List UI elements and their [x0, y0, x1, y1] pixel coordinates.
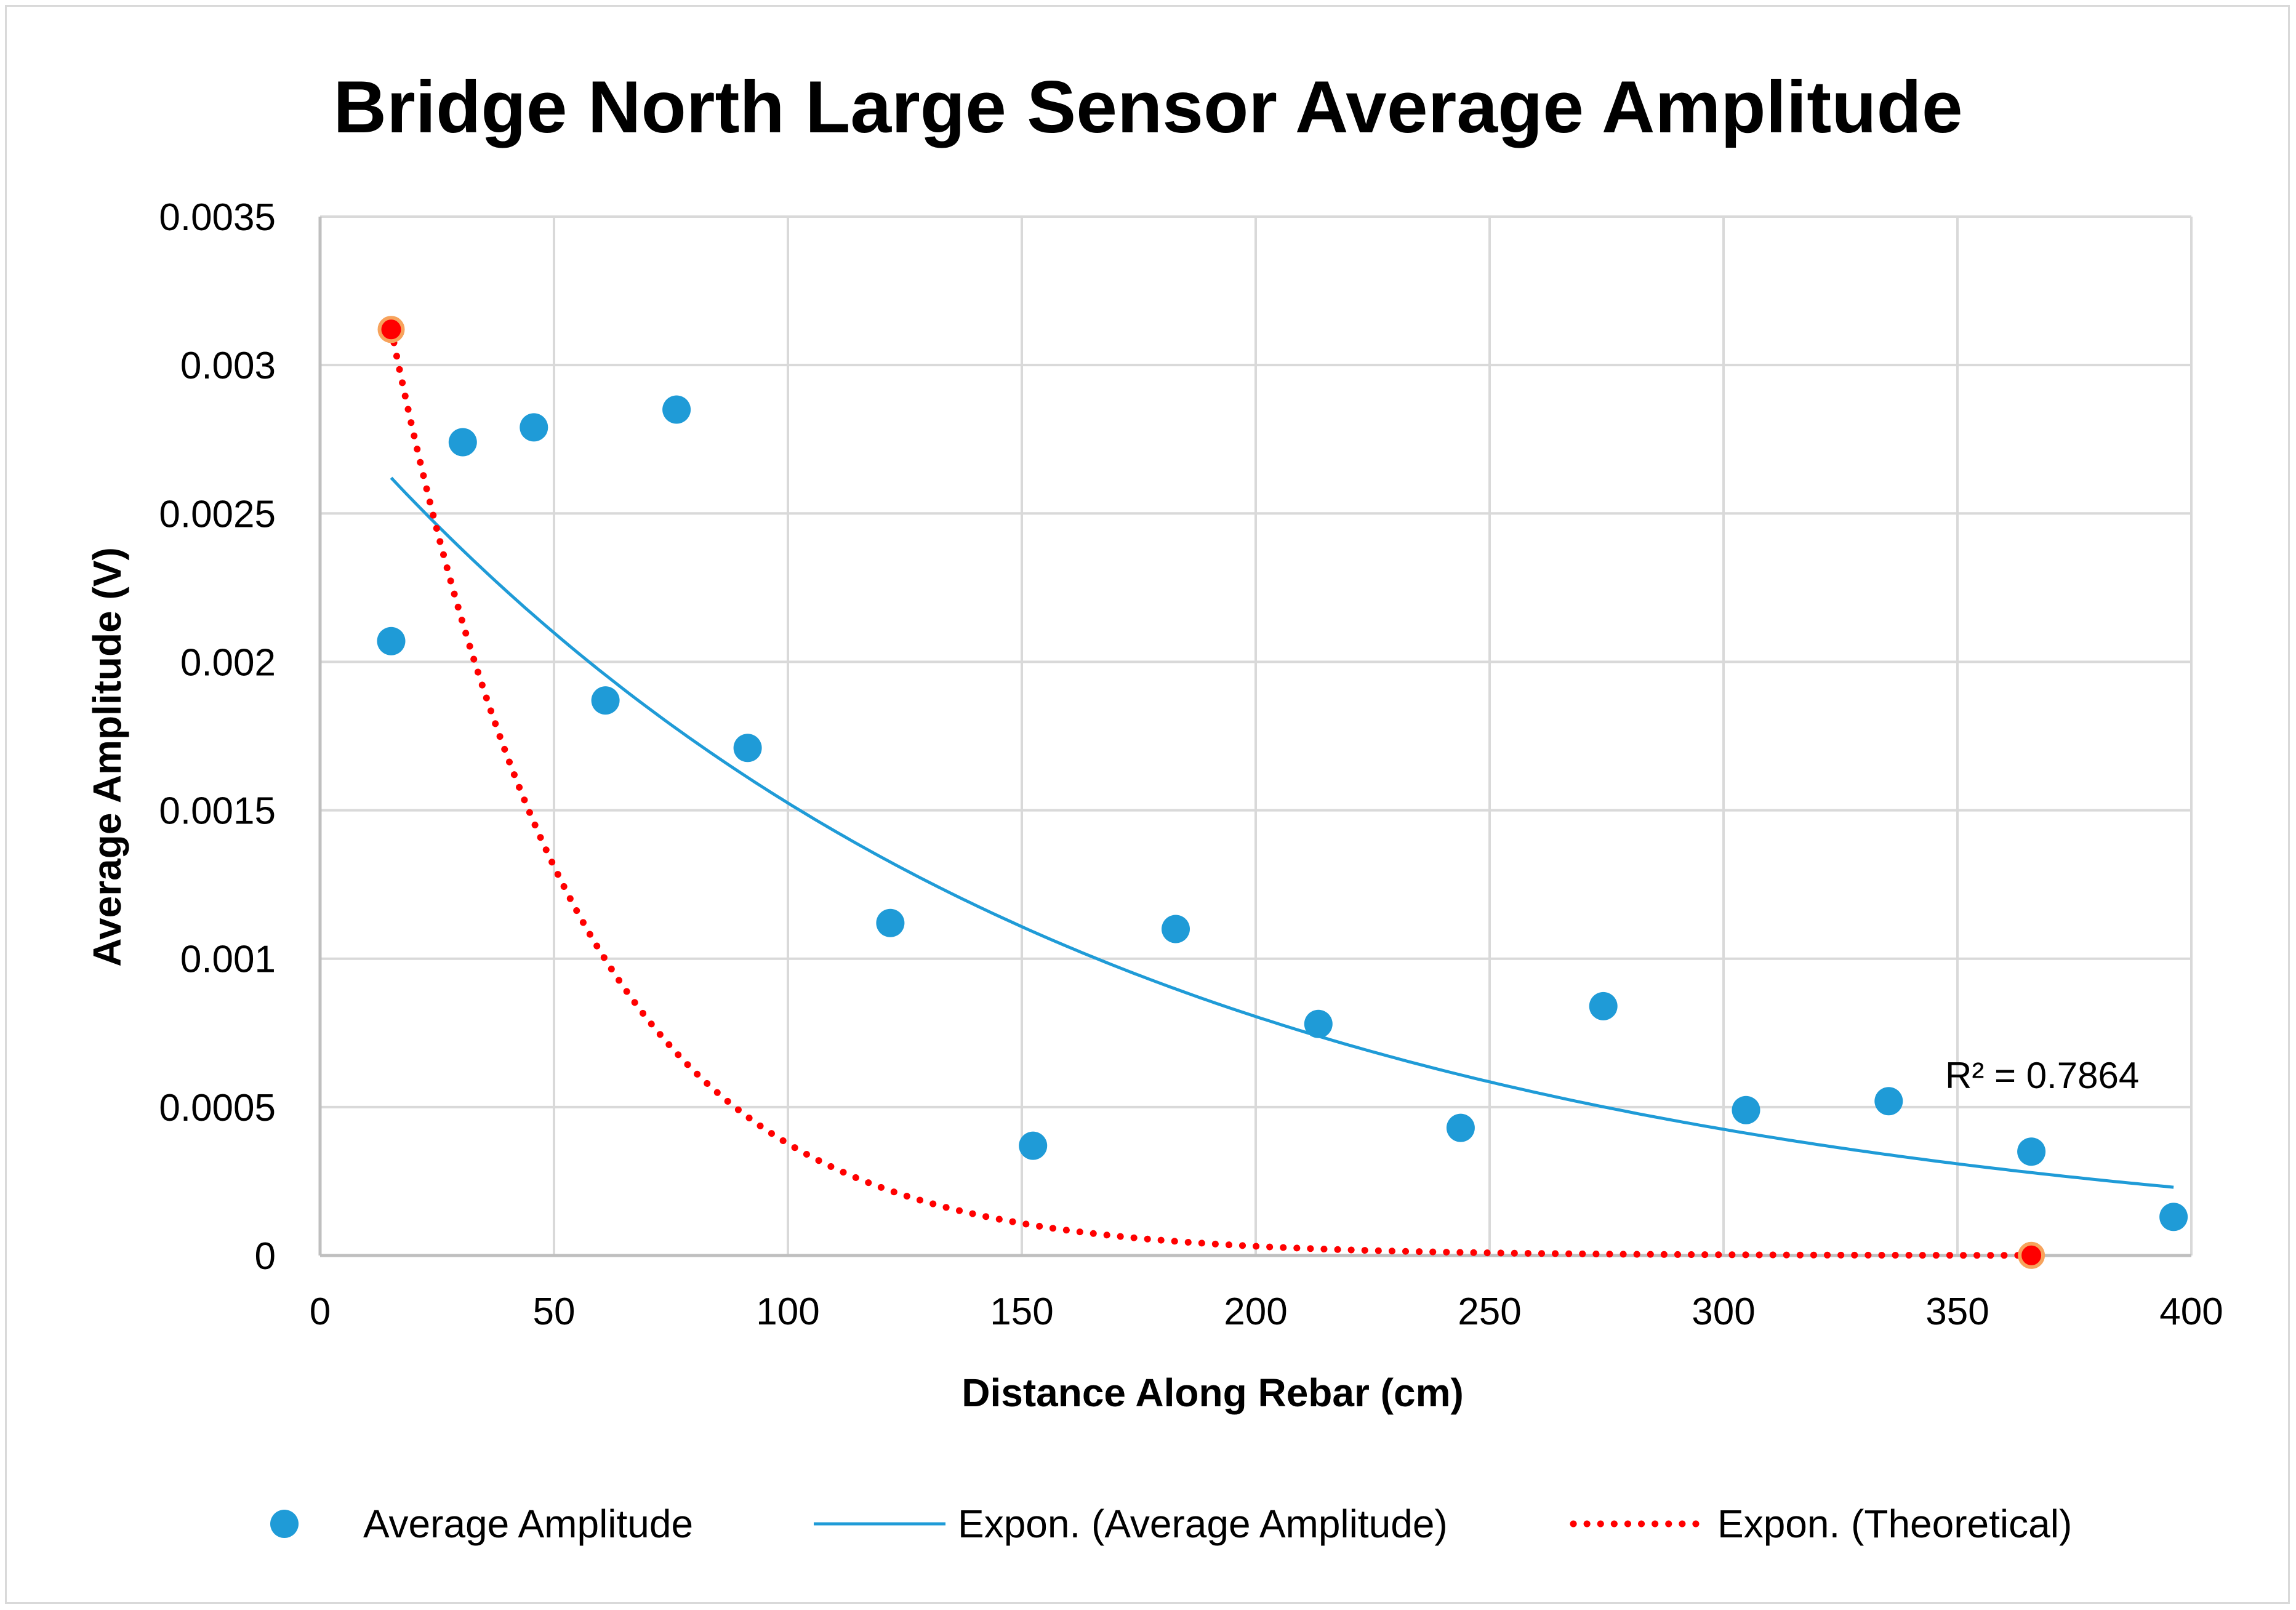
- data-point: [2017, 1137, 2046, 1166]
- data-point: [1446, 1113, 1475, 1142]
- data-point: [1304, 1009, 1333, 1038]
- data-point: [520, 413, 548, 442]
- data-point: [1019, 1131, 1048, 1160]
- theoretical-endpoint: [377, 316, 405, 343]
- data-point: [1732, 1095, 1760, 1124]
- legend: Average Amplitude Expon. (Average Amplit…: [270, 1502, 2072, 1546]
- trendline-average-amplitude: [390, 476, 2174, 1189]
- x-tick-label: 400: [2159, 1291, 2223, 1333]
- tick-labels: 0 50 100 150 200 250 300 350 400 0 0.0005 0.001 0.00…: [159, 196, 2223, 1333]
- data-point: [876, 908, 905, 937]
- data-point: [448, 428, 477, 457]
- theoretical-endpoint: [2018, 1241, 2045, 1269]
- y-tick-label: 0.002: [180, 641, 276, 684]
- data-point: [591, 686, 620, 715]
- x-tick-label: 250: [1458, 1291, 1521, 1333]
- trendline-theoretical-path: [388, 326, 2035, 1259]
- x-tick-label: 200: [1224, 1291, 1287, 1333]
- data-point: [1589, 991, 1618, 1020]
- data-point: [377, 627, 406, 655]
- x-tick-label: 300: [1692, 1291, 1755, 1333]
- scatter-points: [377, 395, 2188, 1232]
- y-tick-label: 0.003: [180, 345, 276, 387]
- y-tick-label: 0.0015: [159, 790, 276, 833]
- legend-label-theoretical: Expon. (Theoretical): [1717, 1502, 2072, 1546]
- trendline-average-amplitude-path: [390, 476, 2174, 1189]
- legend-label-average-amplitude: Average Amplitude: [363, 1502, 693, 1546]
- y-tick-label: 0.001: [180, 939, 276, 981]
- x-tick-label: 100: [756, 1291, 819, 1333]
- legend-marker-average-amplitude: [270, 1510, 299, 1538]
- y-tick-label: 0: [255, 1235, 276, 1278]
- x-tick-label: 0: [310, 1291, 331, 1333]
- data-point: [1874, 1087, 1903, 1116]
- data-point: [1162, 915, 1190, 943]
- x-axis-title: Distance Along Rebar (cm): [961, 1371, 1464, 1415]
- theoretical-endpoints: [377, 316, 2045, 1269]
- y-tick-label: 0.0025: [159, 493, 276, 535]
- trendline-theoretical: [388, 326, 2035, 1259]
- x-tick-label: 150: [990, 1291, 1053, 1333]
- y-tick-label: 0.0035: [159, 196, 276, 239]
- data-point: [662, 395, 691, 424]
- chart-title: Bridge North Large Sensor Average Amplit…: [333, 66, 1962, 148]
- gridlines: [320, 215, 2193, 1256]
- x-tick-label: 350: [1925, 1291, 1989, 1333]
- r-squared-label: R² = 0.7864: [1945, 1055, 2139, 1096]
- data-point: [733, 734, 762, 763]
- y-axis-title: Average Amplitude (V): [85, 547, 129, 967]
- data-point: [2159, 1203, 2188, 1232]
- legend-label-average-amplitude-fit: Expon. (Average Amplitude): [958, 1502, 1448, 1546]
- x-tick-label: 50: [533, 1291, 576, 1333]
- chart-frame: [5, 5, 2290, 1604]
- y-tick-label: 0.0005: [159, 1087, 276, 1129]
